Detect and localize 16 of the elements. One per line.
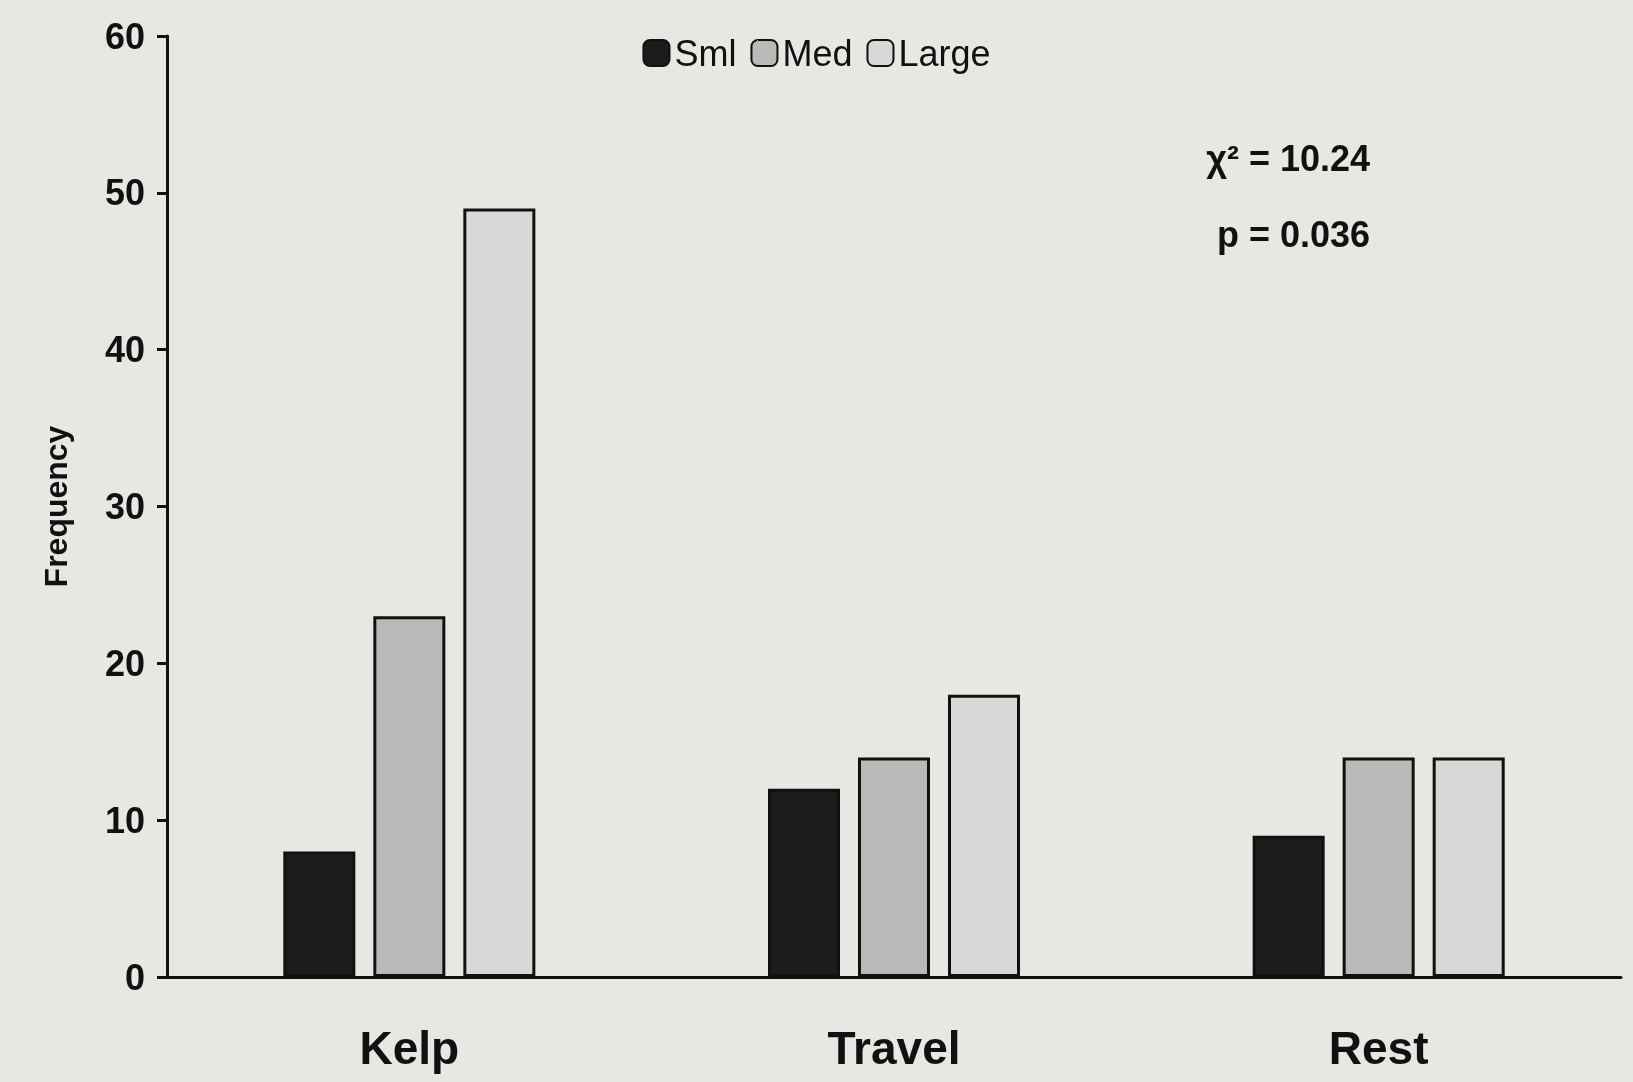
x-tick-label: Rest [1328,1022,1429,1074]
annotation: p = 0.036 [1216,213,1370,255]
x-tick-label: Travel [827,1022,961,1074]
y-tick-label: 50 [104,172,145,214]
legend-label: Sml [674,32,737,74]
legend-label: Large [898,32,991,74]
y-tick-label: 20 [104,642,145,684]
y-tick-label: 60 [104,15,145,57]
legend-label: Med [782,32,853,74]
y-tick-label: 10 [104,799,145,841]
y-tick-label: 30 [104,486,145,527]
annotation: χ² = 10.24 [1206,137,1370,179]
x-tick-label: Kelp [359,1022,460,1074]
y-tick-label: 0 [124,956,145,998]
y-axis-title: Frequency [38,425,74,588]
y-tick-label: 40 [104,329,145,371]
